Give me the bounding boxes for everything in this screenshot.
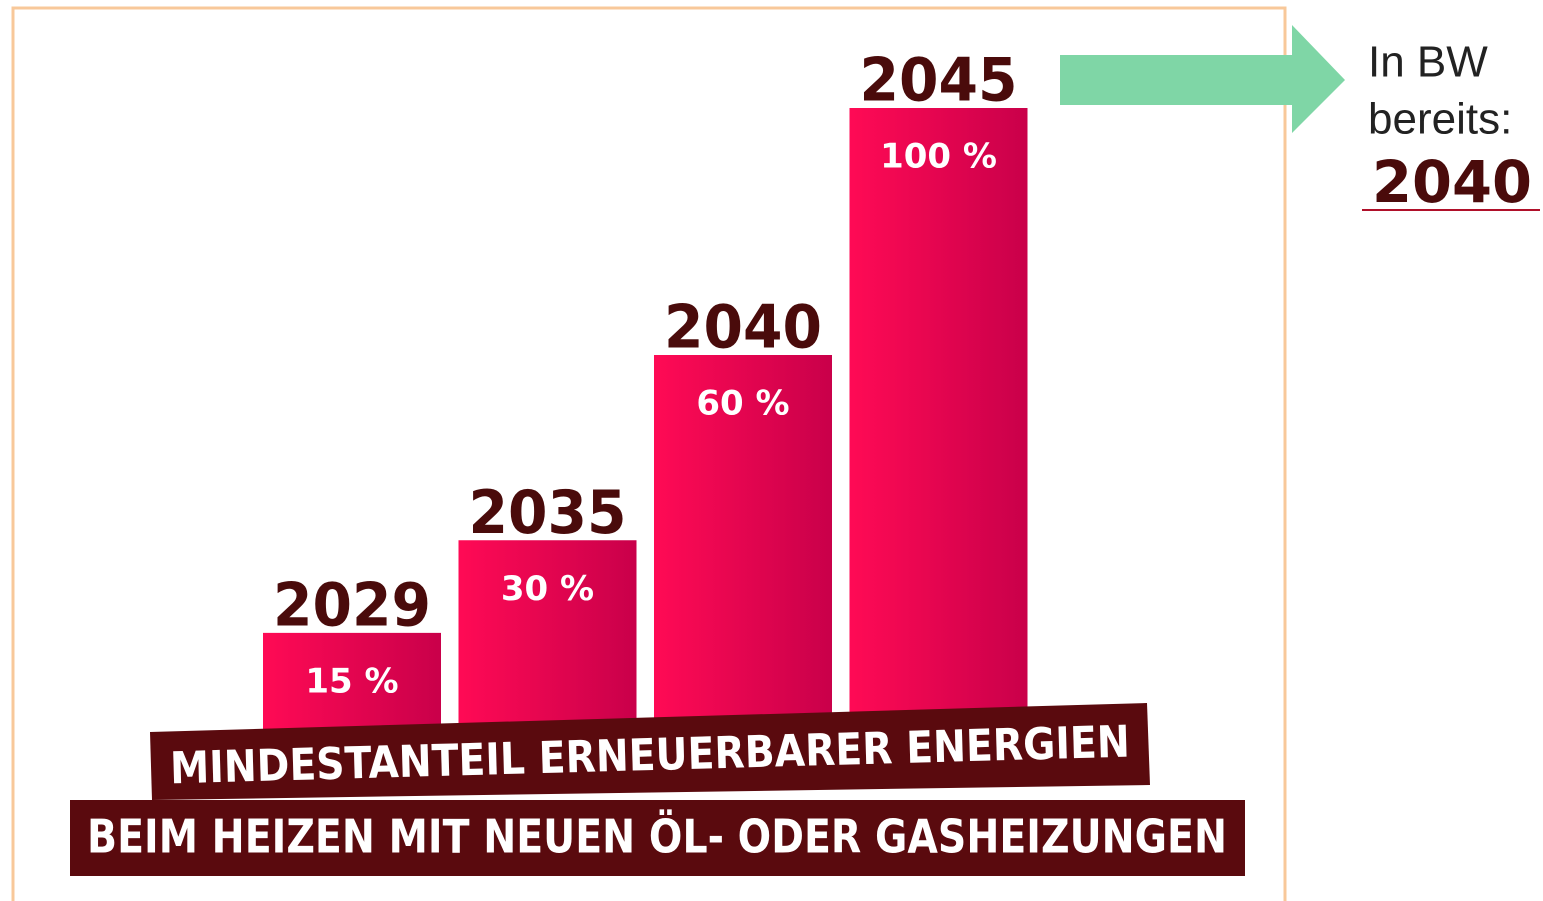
value-label: 100 % xyxy=(880,137,997,177)
arrow xyxy=(1060,25,1345,133)
category-label: 2040 xyxy=(664,293,822,363)
bar xyxy=(654,355,832,736)
bar xyxy=(263,632,441,736)
bar xyxy=(458,540,637,736)
category-label: 2029 xyxy=(273,570,431,640)
annotation-text: bereits: xyxy=(1368,95,1512,144)
bars: 15 % 2029 30 % 2035 60 % 2040 100 % 2045 xyxy=(263,46,1028,736)
category-label: 2045 xyxy=(860,46,1018,116)
annotation-year: 2040 xyxy=(1372,148,1532,216)
banner-bottom xyxy=(70,800,1245,876)
banner-top xyxy=(150,703,1150,800)
bar xyxy=(849,108,1028,736)
value-label: 30 % xyxy=(501,569,594,609)
value-label: 15 % xyxy=(305,661,398,701)
category-label: 2035 xyxy=(469,478,627,548)
value-label: 60 % xyxy=(696,384,789,424)
annotation-text: In BW xyxy=(1368,38,1488,87)
banner-text: BEIM HEIZEN MIT NEUEN ÖL- ODER GASHEIZUN… xyxy=(87,810,1227,864)
